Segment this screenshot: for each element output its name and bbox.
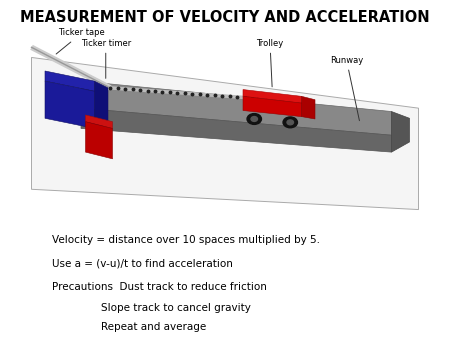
Text: Runway: Runway <box>330 55 363 121</box>
Text: Ticker timer: Ticker timer <box>81 39 131 78</box>
Polygon shape <box>81 81 392 135</box>
Text: Trolley: Trolley <box>256 39 284 87</box>
Polygon shape <box>86 122 112 159</box>
Polygon shape <box>32 57 419 210</box>
Polygon shape <box>243 96 302 117</box>
Polygon shape <box>86 115 112 128</box>
Text: Repeat and average: Repeat and average <box>101 322 207 332</box>
Text: MEASUREMENT OF VELOCITY AND ACCELERATION: MEASUREMENT OF VELOCITY AND ACCELERATION <box>20 10 430 25</box>
Polygon shape <box>302 96 315 119</box>
Text: Use a = (v-u)/t to find acceleration: Use a = (v-u)/t to find acceleration <box>52 259 233 269</box>
Text: Ticker tape: Ticker tape <box>56 28 105 54</box>
Text: Precautions  Dust track to reduce friction: Precautions Dust track to reduce frictio… <box>52 282 266 292</box>
Circle shape <box>247 114 261 124</box>
Polygon shape <box>94 81 108 128</box>
Polygon shape <box>392 112 410 152</box>
Polygon shape <box>45 81 94 128</box>
Polygon shape <box>81 108 392 152</box>
Circle shape <box>283 117 297 128</box>
Polygon shape <box>243 90 302 103</box>
Polygon shape <box>45 71 94 91</box>
Text: Slope track to cancel gravity: Slope track to cancel gravity <box>101 303 251 313</box>
Circle shape <box>251 117 257 121</box>
Text: Velocity = distance over 10 spaces multiplied by 5.: Velocity = distance over 10 spaces multi… <box>52 235 320 245</box>
Circle shape <box>287 120 293 125</box>
